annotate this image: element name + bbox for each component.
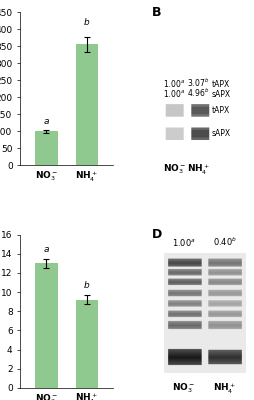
Text: NO$_3^-$: NO$_3^-$: [172, 382, 196, 395]
Text: 3.07$^b$: 3.07$^b$: [187, 76, 209, 89]
Text: B: B: [152, 6, 161, 19]
Bar: [35, 131, 57, 166]
Text: a: a: [44, 117, 49, 126]
Text: NO$_3^-$: NO$_3^-$: [163, 162, 186, 176]
Bar: [76, 300, 98, 388]
Text: 0.40$^b$: 0.40$^b$: [213, 236, 237, 248]
Text: sAPX: sAPX: [212, 129, 231, 138]
Text: b: b: [84, 18, 89, 27]
Text: tAPX: tAPX: [212, 80, 230, 89]
Text: tAPX: tAPX: [212, 106, 230, 115]
Bar: [76, 44, 98, 166]
Text: 1.00$^a$: 1.00$^a$: [163, 78, 185, 89]
Text: NH$_4^+$: NH$_4^+$: [187, 162, 210, 177]
Text: 4.96$^b$: 4.96$^b$: [187, 87, 209, 100]
Text: 1.00$^a$: 1.00$^a$: [172, 237, 196, 248]
Text: NH$_4^+$: NH$_4^+$: [213, 382, 236, 396]
Text: sAPX: sAPX: [212, 90, 231, 100]
Text: 1.00$^a$: 1.00$^a$: [163, 88, 185, 100]
Bar: [35, 263, 57, 388]
Text: D: D: [152, 228, 162, 241]
Text: b: b: [84, 281, 89, 290]
Text: a: a: [44, 245, 49, 254]
